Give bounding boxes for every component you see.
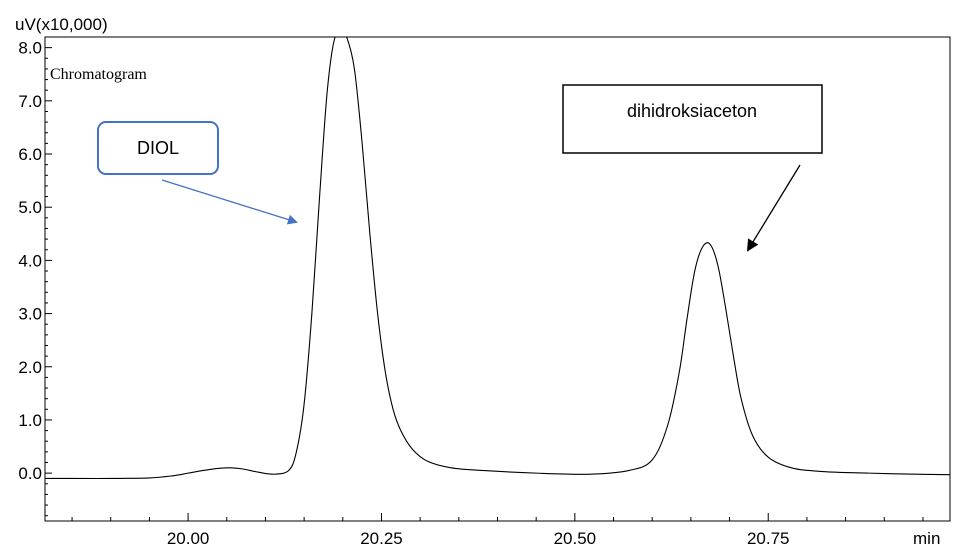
annotation-dihidroksiaceton-box bbox=[562, 84, 823, 154]
y-axis-ticks: 0.0 1.0 2.0 3.0 4.0 5.0 6.0 7.0 8.0 bbox=[18, 36, 52, 517]
x-tick-label: 20.75 bbox=[747, 529, 790, 548]
x-axis-ticks: 20.00 20.25 20.50 20.75 bbox=[71, 513, 924, 548]
annotation-diol-label: DIOL bbox=[137, 138, 179, 158]
y-tick-label: 5.0 bbox=[18, 198, 42, 217]
x-tick-label: 20.00 bbox=[167, 529, 210, 548]
y-tick-label: 7.0 bbox=[18, 92, 42, 111]
annotation-diol: DIOL bbox=[97, 121, 298, 225]
y-tick-label: 1.0 bbox=[18, 411, 42, 430]
x-tick-label: 20.25 bbox=[360, 529, 403, 548]
chromatogram-trace bbox=[45, 36, 951, 480]
annotation-dihidroksiaceton-arrow bbox=[746, 164, 801, 252]
x-tick-label: 20.50 bbox=[554, 529, 597, 548]
chart-title: Chromatogram bbox=[50, 66, 147, 83]
annotation-dihidroksiaceton-label: dihidroksiaceton bbox=[627, 101, 757, 121]
y-axis-unit-label: uV(x10,000) bbox=[15, 15, 108, 34]
annotation-diol-box bbox=[97, 121, 219, 175]
y-tick-label: 3.0 bbox=[18, 305, 42, 324]
y-tick-label: 6.0 bbox=[18, 145, 42, 164]
y-tick-label: 0.0 bbox=[18, 464, 42, 483]
y-tick-label: 2.0 bbox=[18, 358, 42, 377]
annotation-dihidroksiaceton: dihidroksiaceton bbox=[562, 84, 823, 252]
y-tick-label: 4.0 bbox=[18, 251, 42, 270]
annotation-diol-arrow bbox=[161, 179, 298, 225]
y-tick-label: 8.0 bbox=[18, 39, 42, 58]
x-axis-unit-label: min bbox=[913, 529, 940, 548]
